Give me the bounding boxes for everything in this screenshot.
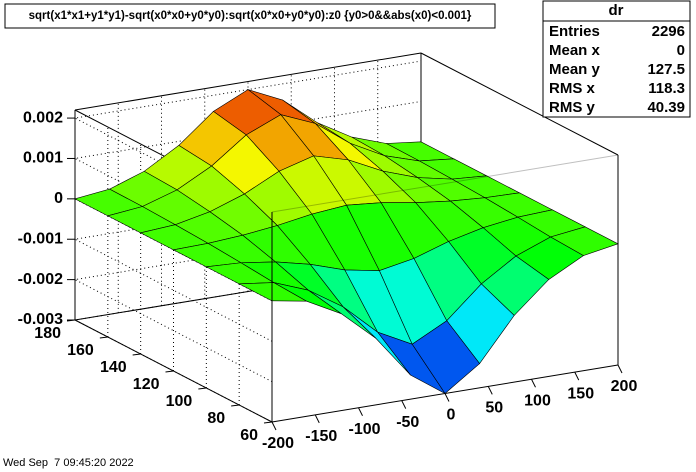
- x-tick: [314, 414, 320, 424]
- x-tick-label: -150: [305, 428, 337, 445]
- stats-label: RMS y: [549, 99, 596, 116]
- stats-value: 0: [677, 42, 685, 59]
- stats-label: Mean x: [549, 42, 601, 59]
- surface-cell: [238, 282, 308, 302]
- y-tick-label: 60: [240, 427, 258, 444]
- z-tick-label: 0.002: [23, 109, 63, 126]
- y-tick-label: 180: [34, 325, 61, 342]
- x-tick: [531, 379, 536, 388]
- stats-label: RMS x: [549, 80, 596, 97]
- x-tick-label: -200: [262, 435, 294, 452]
- y-tick: [198, 387, 207, 390]
- box-edge: [74, 52, 422, 111]
- stats-label: Mean y: [549, 61, 601, 78]
- x-tick-label: 200: [611, 378, 638, 395]
- y-tick-label: 120: [133, 376, 160, 393]
- x-tick-label: 0: [447, 407, 456, 424]
- y-tick-label: 100: [166, 393, 193, 410]
- y-tick: [165, 370, 174, 373]
- x-tick: [271, 421, 277, 431]
- x-tick-label: 150: [567, 385, 594, 402]
- x-tick: [401, 400, 407, 409]
- box-edge: [420, 52, 619, 156]
- y-tick: [99, 336, 108, 339]
- stats-value: 118.3: [648, 80, 685, 97]
- y-tick: [132, 353, 141, 356]
- stats-value: 2296: [652, 23, 685, 40]
- stats-frame: [542, 0, 691, 118]
- y-tick: [263, 421, 273, 424]
- x-tick-label: 50: [485, 400, 503, 417]
- y-tick: [231, 404, 240, 407]
- y-tick-label: 140: [100, 359, 127, 376]
- stats-title: dr: [609, 2, 624, 19]
- y-tick-label: 160: [67, 342, 94, 359]
- chart-title: sqrt(x1*x1+y1*y1)-sqrt(x0*x0+y0*y0):sqrt…: [29, 10, 472, 22]
- stats-value: 127.5: [647, 61, 685, 78]
- x-tick: [444, 393, 450, 402]
- stats-label: Entries: [549, 23, 600, 40]
- x-tick: [358, 407, 363, 416]
- title-box: [4, 3, 496, 29]
- z-tick-label: 0: [54, 190, 63, 207]
- plot: -200 -150 -100 -50 0 50 100 150 200 60 80 100 120 140…: [18, 52, 638, 452]
- x-tick-label: -100: [348, 421, 380, 438]
- x-tick-label: 100: [524, 392, 551, 409]
- x-tick: [574, 371, 580, 381]
- x-tick: [487, 386, 493, 395]
- stats-box: dr Entries 2296 Mean x 0 Mean y 127.5 RMS x 118…: [542, 0, 691, 118]
- footer: Wed Sep 7 09:45:20 2022: [3, 457, 134, 469]
- stats-value: 40.39: [647, 99, 685, 116]
- z-tick-label: -0.003: [18, 311, 63, 328]
- x-tick-label: -50: [396, 414, 419, 431]
- z-tick-label: -0.001: [18, 230, 63, 247]
- z-tick-label: -0.002: [18, 271, 63, 288]
- x-tick: [617, 364, 623, 374]
- z-tick-label: 0.001: [23, 150, 63, 167]
- box-edge: [271, 154, 619, 213]
- y-tick-label: 80: [207, 410, 225, 427]
